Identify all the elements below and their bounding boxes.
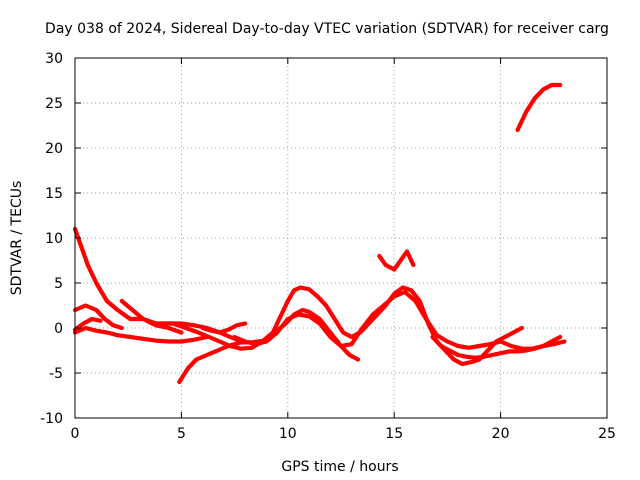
series-line-sat-c <box>72 325 209 344</box>
series-line-sat-b <box>72 303 124 331</box>
series-line-sat-g <box>158 285 525 367</box>
series-line-sat-k <box>377 249 416 272</box>
y-tick-label: 15 <box>45 186 63 202</box>
series-line-sat-j <box>430 334 563 360</box>
x-tick-label: 15 <box>385 426 403 442</box>
series-line-sat-h <box>200 321 248 335</box>
tick-layer: 0 5 10 15 20 25 -10 -5 0 5 10 15 20 25 30 <box>40 51 616 442</box>
y-tick-label: -10 <box>40 411 63 427</box>
y-tick-label: 25 <box>45 96 63 112</box>
x-tick-label: 20 <box>492 426 510 442</box>
series-line-sat-e <box>119 298 184 335</box>
y-tick-label: 5 <box>54 276 63 292</box>
y-tick-label: 30 <box>45 51 63 67</box>
y-tick-label: 0 <box>54 321 63 337</box>
y-tick-label: 20 <box>45 141 63 157</box>
x-tick-label: 0 <box>71 426 80 442</box>
y-axis-label: SDTVAR / TECUs <box>9 181 25 296</box>
series-line-sat-f <box>177 307 361 385</box>
y-tick-label: -5 <box>49 366 63 382</box>
x-axis-label: GPS time / hours <box>281 459 398 475</box>
series-line-sat-i <box>232 289 567 351</box>
series-line-sat-l <box>515 82 563 133</box>
y-tick-label: 10 <box>45 231 63 247</box>
series-layer <box>72 82 567 385</box>
chart-title: Day 038 of 2024, Sidereal Day-to-day VTE… <box>45 21 609 37</box>
series-line-sat-d <box>72 316 103 332</box>
x-tick-label: 25 <box>598 426 616 442</box>
x-tick-label: 5 <box>177 426 186 442</box>
x-tick-label: 10 <box>279 426 297 442</box>
